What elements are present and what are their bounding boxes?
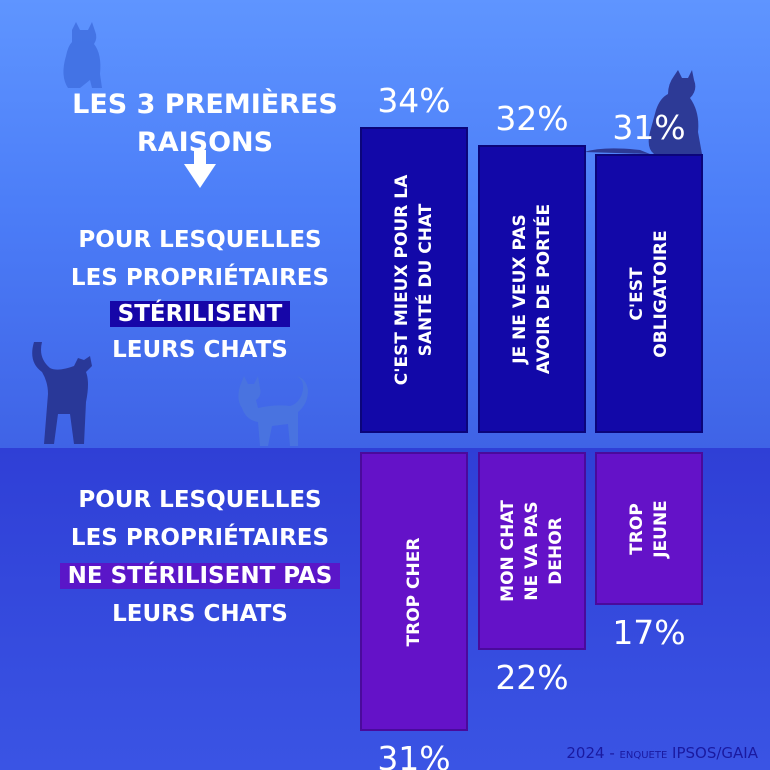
top-text-highlight-wrap: STÉRILISENT bbox=[35, 294, 365, 334]
bar-label-line: DEHOR bbox=[546, 517, 566, 585]
bar-category-label: MON CHAT NE VA PAS DEHOR bbox=[496, 500, 568, 602]
bar-label-line: C'EST bbox=[627, 266, 647, 321]
bar-sterilise-1: C'EST MIEUX POUR LA SANTÉ DU CHAT bbox=[360, 127, 468, 433]
bar-label-line: OBLIGATOIRE bbox=[651, 229, 671, 358]
source-dash: - bbox=[609, 744, 615, 762]
value-label-sterilise-2: 32% bbox=[495, 99, 569, 138]
cat-on-bar-icon bbox=[584, 70, 702, 154]
value-label-not-sterilise-3: 17% bbox=[612, 613, 686, 652]
value-label-not-sterilise-2: 22% bbox=[495, 658, 569, 697]
bar-sterilise-3: C'EST OBLIGATOIRE bbox=[595, 154, 703, 433]
source-small: ENQUETE bbox=[619, 750, 668, 761]
bar-label-line: JE NE VEUX PAS bbox=[510, 214, 530, 364]
top-text-line-2: LES PROPRIÉTAIRES bbox=[70, 265, 330, 291]
bar-label-line: C'EST MIEUX POUR LA bbox=[392, 174, 412, 386]
bar-category-label: TROP CHER bbox=[402, 537, 426, 646]
cat-walking-icon bbox=[238, 376, 308, 446]
bar-label-line: NE VA PAS bbox=[522, 501, 542, 601]
bar-label-line: TROP CHER bbox=[404, 537, 424, 646]
source-credit: 2024 - ENQUETE IPSOS/GAIA bbox=[566, 744, 758, 762]
bottom-text-line-4: LEURS CHATS bbox=[112, 601, 288, 627]
value-label-sterilise-3: 31% bbox=[612, 108, 686, 147]
cat-sitting-icon bbox=[63, 22, 102, 88]
arrow-down-icon-stem bbox=[194, 150, 206, 166]
bar-label-line: MON CHAT bbox=[498, 500, 518, 602]
value-label-sterilise-1: 34% bbox=[377, 81, 451, 120]
bar-label-line: SANTÉ DU CHAT bbox=[416, 203, 436, 357]
bottom-text-line-1: POUR LESQUELLES bbox=[78, 487, 322, 513]
top-text-line-1: POUR LESQUELLES bbox=[78, 227, 322, 253]
bar-category-label: JE NE VEUX PAS AVOIR DE PORTÉE bbox=[508, 204, 556, 374]
bar-label-line: JEUNE bbox=[651, 499, 671, 558]
bar-not-sterilise-2: MON CHAT NE VA PAS DEHOR bbox=[478, 452, 586, 650]
value-label-not-sterilise-1: 31% bbox=[377, 739, 451, 770]
bottom-text-line-2: LES PROPRIÉTAIRES bbox=[70, 525, 330, 551]
bar-category-label: C'EST MIEUX POUR LA SANTÉ DU CHAT bbox=[390, 175, 438, 385]
top-text-line-4: LEURS CHATS bbox=[112, 337, 288, 363]
source-org: IPSOS/GAIA bbox=[672, 744, 758, 762]
title-line-1: LES 3 PREMIÈRES bbox=[72, 89, 338, 120]
bar-label-line: TROP bbox=[627, 502, 647, 555]
bar-not-sterilise-1: TROP CHER bbox=[360, 452, 468, 731]
bar-sterilise-2: JE NE VEUX PAS AVOIR DE PORTÉE bbox=[478, 145, 586, 433]
bottom-text-highlight-wrap: NE STÉRILISENT PAS bbox=[35, 556, 365, 596]
top-text-highlight: STÉRILISENT bbox=[109, 301, 291, 327]
bar-category-label: TROP JEUNE bbox=[625, 500, 673, 558]
bar-label-line: AVOIR DE PORTÉE bbox=[534, 203, 554, 375]
bottom-text-highlight: NE STÉRILISENT PAS bbox=[59, 563, 341, 589]
source-year: 2024 bbox=[566, 744, 605, 762]
bar-not-sterilise-3: TROP JEUNE bbox=[595, 452, 703, 605]
cat-standing-icon bbox=[32, 342, 92, 444]
arrow-down-icon bbox=[184, 164, 216, 188]
bar-category-label: C'EST OBLIGATOIRE bbox=[625, 230, 673, 357]
